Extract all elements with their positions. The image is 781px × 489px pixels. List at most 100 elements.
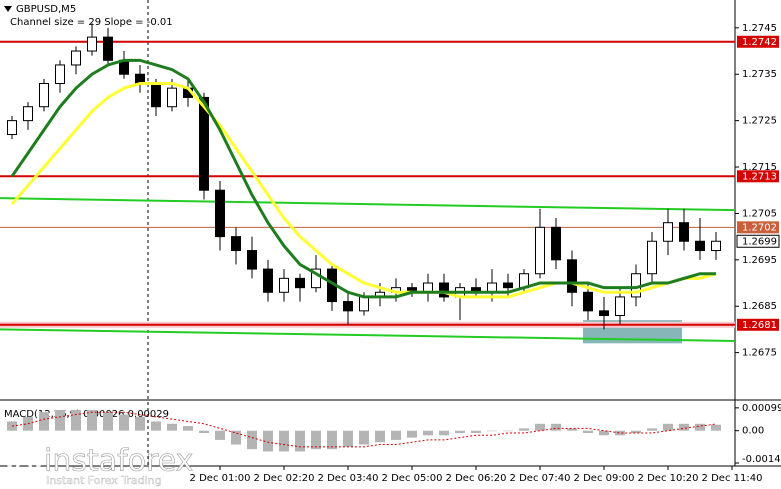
x-tick-label: 2 Dec 06:20 — [446, 473, 507, 484]
y-tick-label: 0.00099 — [742, 403, 781, 414]
logo-mark — [14, 448, 34, 471]
watermark-brand: instaforex — [44, 444, 193, 479]
macd-bar — [295, 430, 305, 452]
macd-bar — [663, 423, 673, 431]
x-tick-label: 2 Dec 05:00 — [382, 473, 443, 484]
macd-bar — [167, 423, 177, 431]
bid-label: 1.2699 — [742, 236, 777, 247]
y-tick-label: 1.2685 — [742, 301, 777, 312]
candle-body — [263, 268, 273, 293]
channel-lower — [0, 328, 736, 343]
y-tick-label: 1.2705 — [742, 208, 777, 219]
candle-body — [295, 277, 305, 289]
macd-bar — [231, 430, 241, 445]
macd-bar — [87, 409, 97, 431]
chart-subtitle: Channel size = 29 Slope = -0.01 — [10, 17, 173, 28]
x-tick-label: 2 Dec 10:20 — [638, 473, 699, 484]
macd-bar — [551, 423, 561, 431]
macd-bar — [455, 430, 465, 433]
candle-body — [583, 291, 593, 312]
macd-bar — [199, 430, 209, 433]
x-tick-label: 2 Dec 03:40 — [318, 473, 379, 484]
y-tick-label: 1.2745 — [742, 23, 777, 34]
macd-bar — [55, 409, 65, 431]
level-label: 1.2713 — [742, 171, 777, 182]
candle-body — [679, 222, 689, 242]
macd-bar — [39, 412, 49, 431]
candle-body — [647, 240, 657, 275]
macd-bar — [327, 430, 337, 450]
candle-body — [343, 301, 353, 312]
candle-body — [615, 296, 625, 316]
candle-body — [87, 36, 97, 52]
candle-body — [199, 96, 209, 191]
candle-body — [711, 240, 721, 252]
level-label: 1.2702 — [742, 222, 777, 233]
candle-body — [23, 106, 33, 122]
y-tick-label: 1.2725 — [742, 116, 777, 127]
macd-bar — [487, 430, 497, 432]
macd-bar — [119, 414, 129, 431]
macd-bar — [135, 416, 145, 431]
y-tick-label: 1.2715 — [742, 162, 777, 173]
y-tick-label: 0.00 — [742, 426, 764, 437]
candle-body — [279, 277, 289, 293]
candle-body — [215, 189, 225, 238]
macd-bar — [471, 430, 481, 433]
macd-bar — [695, 423, 705, 431]
level-label: 1.2742 — [742, 37, 777, 48]
y-tick-label: 1.2695 — [742, 255, 777, 266]
candle-body — [359, 296, 369, 312]
level-box — [737, 318, 779, 331]
plot-background — [0, 0, 735, 466]
macd-bar — [647, 428, 657, 431]
macd-bar — [535, 423, 545, 431]
macd-bar — [631, 430, 641, 433]
channel-upper — [0, 197, 736, 212]
macd-bar — [407, 430, 417, 438]
macd-bar — [311, 430, 321, 450]
macd-bar — [71, 409, 81, 431]
logo-ring — [7, 445, 41, 479]
macd-bar — [599, 430, 609, 436]
candle-body — [39, 83, 49, 108]
macd-title: MACD(12,26,9) 0.00026 0.00029 — [4, 409, 169, 420]
level-box — [737, 221, 779, 234]
macd-bar — [359, 430, 369, 445]
macd-bar — [263, 430, 273, 452]
candle-body — [503, 282, 513, 289]
moving-average — [10, 82, 717, 299]
x-tick-label: 2 Dec 01:00 — [190, 473, 251, 484]
macd-bar — [343, 430, 353, 447]
candle-body — [567, 259, 577, 293]
macd-bar — [679, 423, 689, 431]
x-tick-label: 2 Dec 09:00 — [574, 473, 635, 484]
level-box — [737, 35, 779, 48]
candle-body — [599, 310, 609, 316]
candle-body — [103, 36, 113, 61]
macd-bar — [151, 421, 161, 431]
candle-body — [55, 64, 65, 85]
macd-bar — [615, 430, 625, 436]
bid-box — [736, 234, 780, 248]
y-tick-label: 1.2675 — [742, 348, 777, 359]
macd-bar — [583, 430, 593, 433]
macd-bar — [279, 430, 289, 452]
candle-body — [231, 236, 241, 252]
candle-body — [663, 222, 673, 242]
x-tick-label: 2 Dec 11:40 — [702, 473, 763, 484]
watermark-tagline: Instant Forex Trading — [46, 474, 162, 487]
x-tick-label: 2 Dec 02:20 — [254, 473, 315, 484]
candle-body — [439, 282, 449, 298]
candle-body — [7, 120, 17, 136]
moving-average — [10, 58, 716, 299]
menu-arrow — [4, 6, 12, 12]
macd-bar — [215, 430, 225, 440]
candle-body — [247, 250, 257, 270]
level-box — [737, 170, 779, 183]
macd-bar — [567, 428, 577, 431]
candle-body — [311, 268, 321, 289]
chart-title: GBPUSD,M5 — [16, 4, 76, 15]
